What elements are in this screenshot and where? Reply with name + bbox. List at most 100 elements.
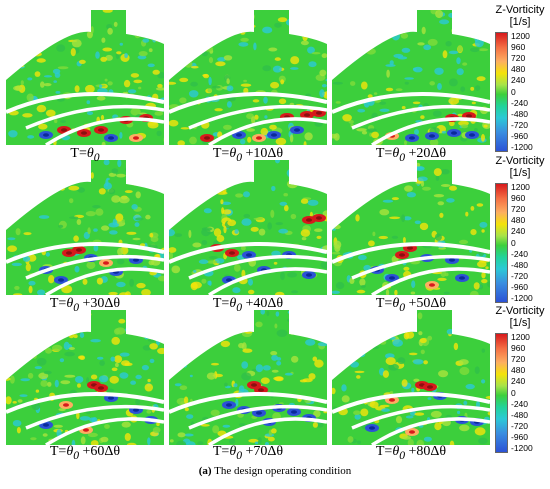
vorticity-blob bbox=[477, 168, 486, 175]
vorticity-blob bbox=[30, 437, 37, 441]
vorticity-blob bbox=[341, 395, 350, 403]
vorticity-blob bbox=[299, 325, 308, 332]
vorticity-blob bbox=[103, 182, 113, 190]
vorticity-blob bbox=[22, 255, 31, 262]
vorticity-blob bbox=[419, 337, 427, 344]
vorticity-blob bbox=[437, 201, 445, 206]
vorticity-blob bbox=[465, 383, 475, 390]
vorticity-blob bbox=[390, 317, 395, 322]
vorticity-blob bbox=[383, 19, 388, 22]
vorticity-blob bbox=[113, 21, 118, 27]
vorticity-blob bbox=[15, 170, 19, 177]
vorticity-blob bbox=[7, 180, 13, 188]
vorticity-core-center bbox=[459, 276, 465, 280]
vorticity-panel-8 bbox=[169, 310, 327, 445]
vorticity-blob bbox=[395, 326, 403, 332]
vorticity-blob bbox=[235, 398, 239, 407]
vorticity-blob bbox=[302, 21, 309, 29]
vorticity-blob bbox=[69, 198, 74, 204]
vorticity-blob bbox=[6, 199, 13, 205]
colorbar-1: Z-Vorticity [1/s] 1200 960 720 480 240 0 -240 -4… bbox=[490, 4, 550, 152]
vorticity-blob bbox=[135, 191, 141, 199]
vorticity-blob bbox=[389, 60, 394, 66]
vorticity-blob bbox=[402, 321, 407, 330]
vorticity-blob bbox=[356, 440, 361, 445]
vorticity-blob bbox=[419, 222, 429, 231]
vorticity-blob bbox=[411, 387, 415, 393]
vorticity-blob bbox=[192, 242, 202, 248]
vorticity-blob bbox=[332, 387, 336, 395]
colorbar-tick-label: -240 bbox=[511, 97, 529, 108]
vorticity-blob bbox=[203, 73, 210, 79]
vorticity-blob bbox=[79, 59, 86, 64]
panel-label-6: T=θ0 +50Δθ bbox=[375, 296, 447, 314]
vorticity-blob bbox=[206, 260, 218, 264]
blade-gap bbox=[188, 404, 327, 430]
vorticity-blob bbox=[86, 111, 94, 116]
vorticity-blob bbox=[242, 325, 254, 334]
blade-gap bbox=[25, 254, 164, 280]
vorticity-blob bbox=[316, 235, 322, 239]
vorticity-blob bbox=[434, 233, 442, 241]
colorbar-tick-label: 480 bbox=[511, 64, 526, 75]
vorticity-blob bbox=[332, 60, 338, 65]
vorticity-blob bbox=[157, 83, 163, 89]
vorticity-blob bbox=[194, 38, 202, 46]
vorticity-blob bbox=[376, 10, 384, 19]
vorticity-blob bbox=[107, 27, 113, 35]
vorticity-blob bbox=[121, 421, 131, 428]
vorticity-blob bbox=[135, 374, 142, 380]
vorticity-blob bbox=[117, 247, 124, 256]
vorticity-blob bbox=[402, 436, 412, 440]
vorticity-blob bbox=[470, 47, 480, 53]
vorticity-blob bbox=[437, 83, 442, 90]
vorticity-blob bbox=[85, 211, 96, 217]
vorticity-blob bbox=[481, 134, 485, 142]
vorticity-blob bbox=[183, 361, 188, 368]
vorticity-core-center bbox=[246, 253, 252, 257]
vorticity-blob bbox=[80, 436, 86, 445]
vorticity-blob bbox=[183, 396, 189, 405]
colorbar-tick-label: -480 bbox=[511, 259, 529, 270]
vorticity-blob bbox=[195, 23, 200, 32]
vorticity-blob bbox=[191, 200, 202, 204]
vorticity-blob bbox=[74, 85, 80, 93]
vorticity-blob bbox=[379, 404, 390, 408]
vorticity-core-center bbox=[258, 388, 264, 392]
vorticity-blob bbox=[204, 177, 214, 186]
vorticity-blob bbox=[448, 50, 459, 55]
vorticity-blob bbox=[322, 210, 327, 217]
vorticity-blob bbox=[288, 167, 298, 173]
vorticity-blob bbox=[241, 218, 252, 226]
colorbar-tick-label: -720 bbox=[511, 270, 529, 281]
vorticity-blob bbox=[25, 189, 34, 193]
vorticity-blob bbox=[130, 380, 136, 385]
vorticity-blob bbox=[420, 180, 425, 187]
vorticity-blob bbox=[220, 340, 231, 348]
vorticity-core-center bbox=[133, 136, 139, 140]
vorticity-blob bbox=[223, 55, 233, 61]
vorticity-blob bbox=[354, 20, 364, 26]
vorticity-blob bbox=[227, 219, 237, 227]
colorbar-tick-label: 1200 bbox=[511, 31, 530, 41]
vorticity-blob bbox=[182, 54, 189, 62]
vorticity-blob bbox=[412, 359, 424, 365]
vorticity-core-center bbox=[304, 113, 310, 117]
vorticity-blob bbox=[19, 64, 25, 68]
vorticity-blob bbox=[211, 362, 219, 366]
vorticity-blob bbox=[410, 291, 416, 295]
vorticity-blob bbox=[432, 110, 442, 117]
vorticity-blob bbox=[50, 330, 55, 337]
vorticity-blob bbox=[221, 321, 227, 326]
vorticity-blob bbox=[71, 439, 76, 445]
vorticity-blob bbox=[152, 35, 157, 43]
vorticity-blob bbox=[275, 311, 280, 317]
vorticity-blob bbox=[129, 278, 134, 287]
vorticity-blob bbox=[351, 353, 360, 359]
vorticity-blob bbox=[391, 32, 400, 41]
colorbar-tick-label: 240 bbox=[511, 75, 526, 86]
vorticity-blob bbox=[283, 193, 288, 197]
vorticity-blob bbox=[453, 342, 459, 351]
vorticity-blob bbox=[174, 383, 182, 387]
vorticity-blob bbox=[40, 81, 45, 88]
